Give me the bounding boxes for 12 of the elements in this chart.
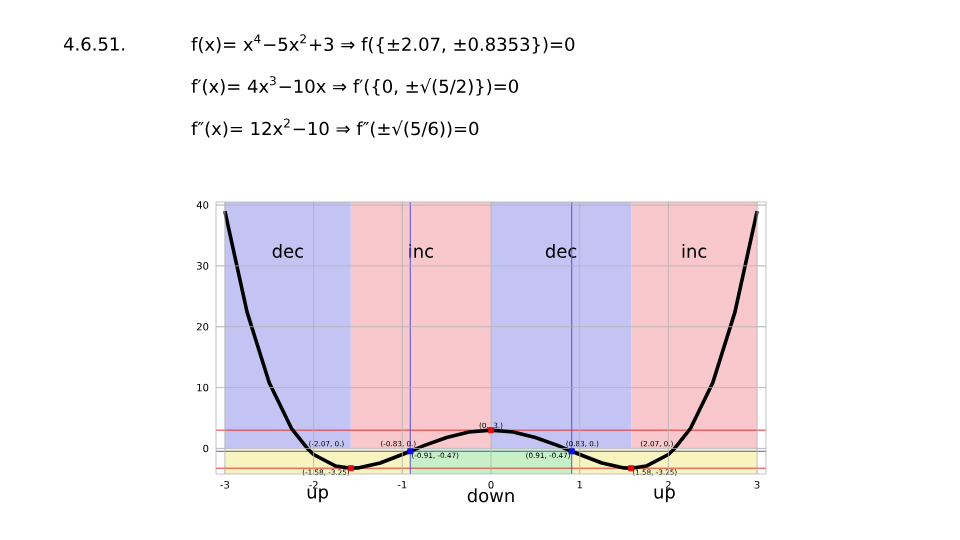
band-label: dec (272, 243, 303, 258)
band-label: inc (409, 243, 433, 258)
band-label: up (654, 488, 675, 503)
line-series (223, 209, 759, 470)
chart-title: 4.6.51. (63, 37, 125, 51)
band-label: inc (682, 243, 707, 258)
band-label: down (467, 488, 514, 503)
band-label: up (307, 488, 329, 503)
text: f″(x)= 12x$^{2}$−10 ⇒ f″(±√(5/6))=0 (191, 118, 479, 138)
text: f(x)= x$^{4}$−5x$^{2}$+3 ⇒ f({±2.07, ±0.8353})=0 (191, 34, 575, 54)
band-label: dec (545, 243, 577, 258)
text: f′(x)= 4x$^{3}$−10x ⇒ f′({0, ±√(5/2)})=0 (191, 76, 519, 96)
